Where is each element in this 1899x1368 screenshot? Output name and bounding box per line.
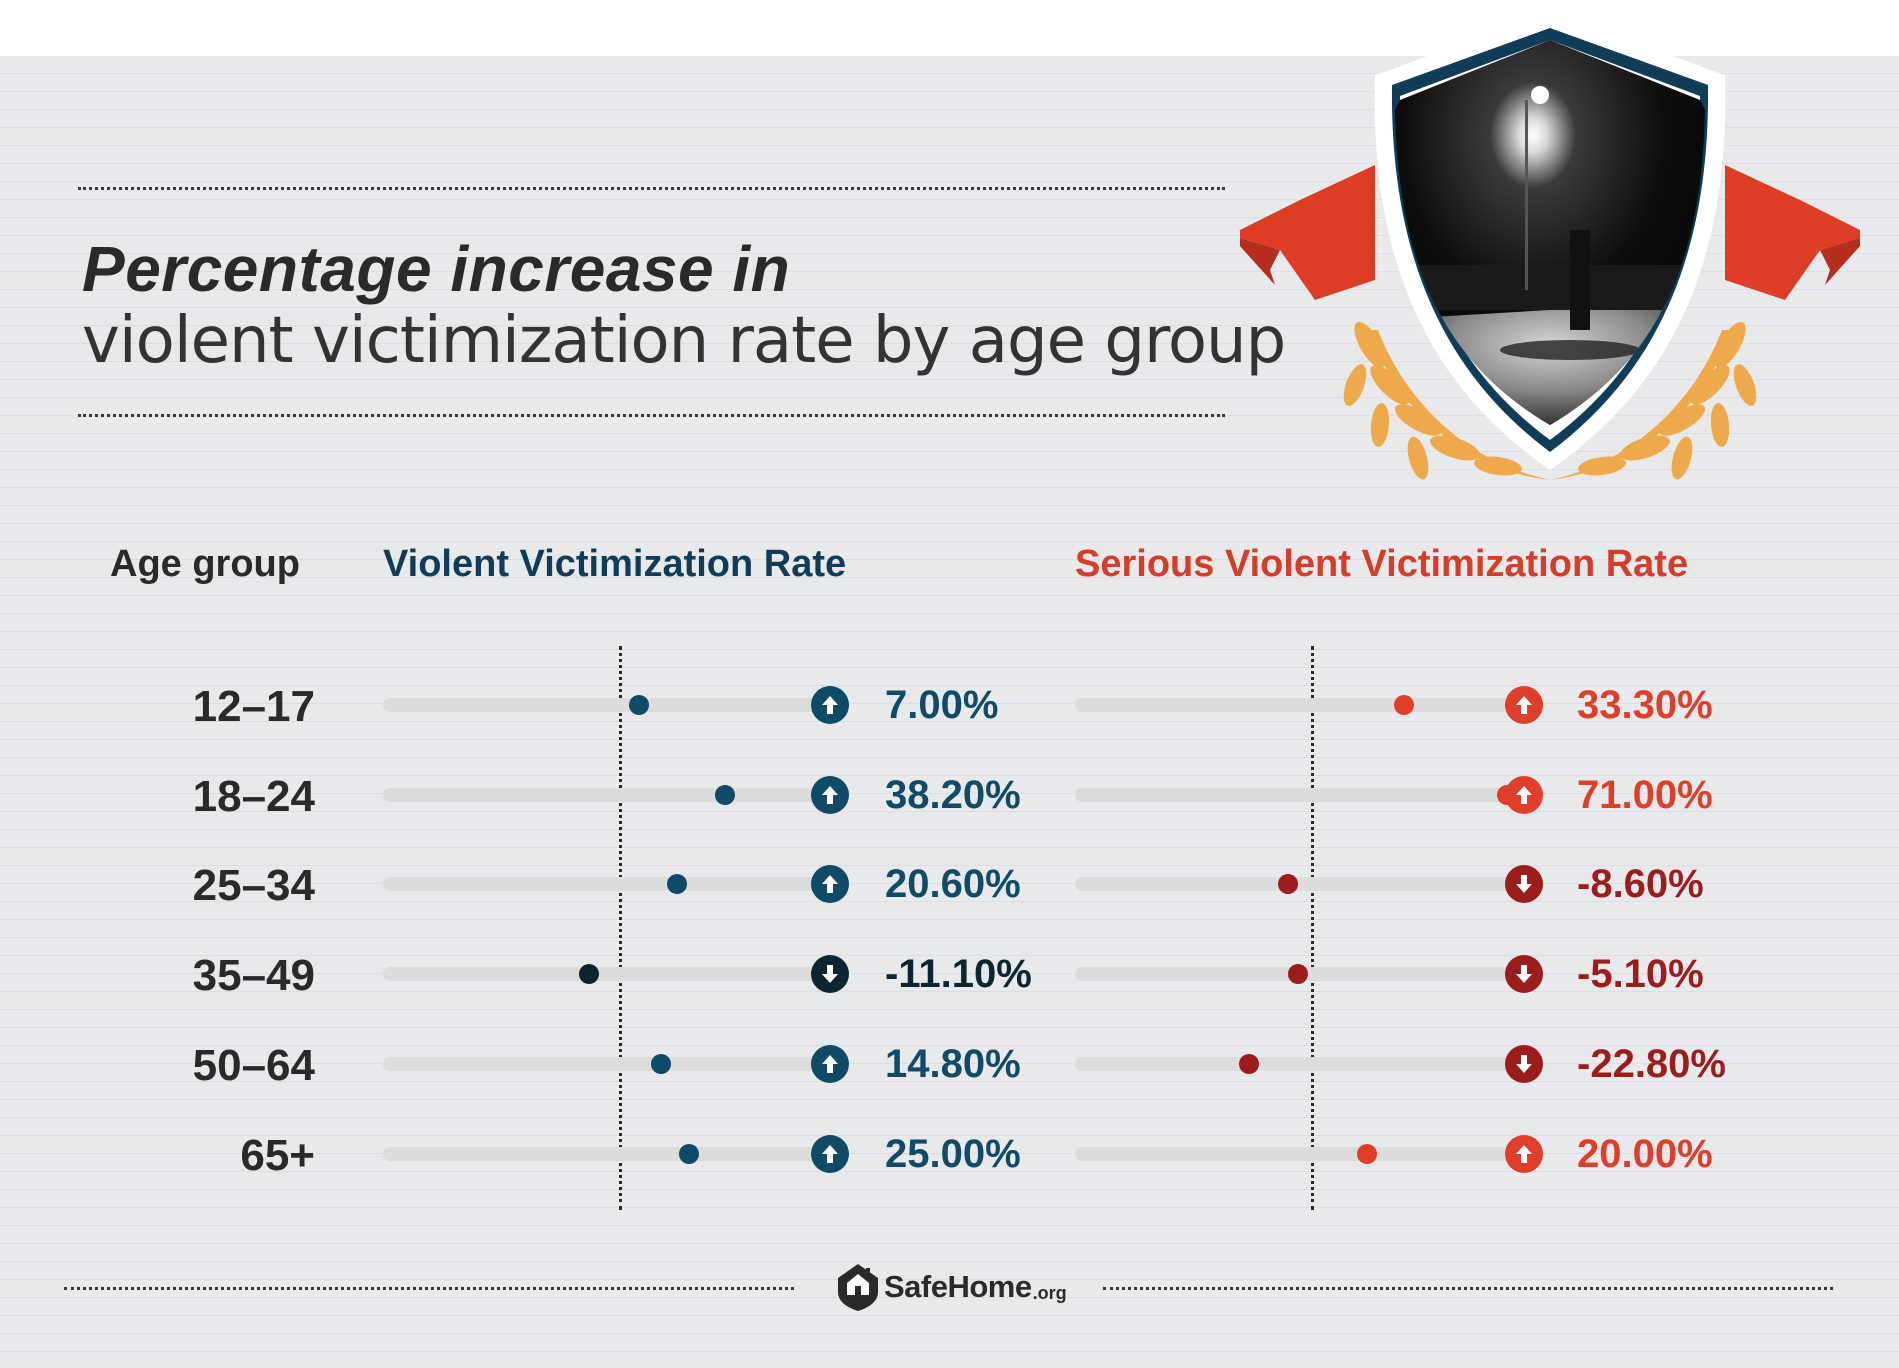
track-bar [1075,877,1530,891]
arrow-up-icon [811,865,849,903]
footer-left-divider [64,1287,794,1290]
data-point [629,695,650,715]
data-label: -5.10% [1577,952,1704,996]
data-point [1393,695,1414,715]
data-point [1287,964,1308,984]
footer-right-divider [1103,1287,1833,1290]
arrow-up-icon [811,1045,849,1083]
data-label: 20.00% [1577,1132,1713,1176]
chart-title: Percentage increase in [82,233,791,305]
zero-baseline-serious [1311,646,1314,1210]
data-label: -8.60% [1577,862,1704,906]
track-bar [383,788,840,802]
arrow-up-icon [1505,776,1543,814]
data-point [579,964,600,984]
data-label: 71.00% [1577,773,1713,817]
arrow-up-icon [811,776,849,814]
age-label: 35–49 [192,951,315,1000]
ribbon-icon [1240,165,1860,300]
logo-suffix: .org [1032,1282,1067,1303]
laurel-icon [1343,321,1757,480]
age-label: 25–34 [192,861,315,910]
age-label: 18–24 [192,772,315,821]
track-bar [383,1147,840,1161]
track-bar [1075,1147,1530,1161]
arrow-down-icon [1505,865,1543,903]
header-violent-rate: Violent Victimization Rate [383,543,847,585]
data-label: 20.60% [885,862,1021,906]
data-point [666,874,687,894]
age-label: 65+ [240,1131,315,1180]
track-bar [1075,1057,1530,1071]
arrow-up-icon [1505,686,1543,724]
data-label: 14.80% [885,1042,1021,1086]
arrow-up-icon [811,1135,849,1173]
data-label: 25.00% [885,1132,1021,1176]
arrow-up-icon [1505,1135,1543,1173]
title-bottom-divider [78,414,1225,417]
data-label: 7.00% [885,683,999,727]
age-label: 50–64 [192,1041,315,1090]
data-label: 38.20% [885,773,1021,817]
data-label: -11.10% [885,952,1032,996]
track-bar [383,1057,840,1071]
data-point [1239,1054,1260,1074]
header-age-group: Age group [110,543,300,585]
track-bar [383,698,840,712]
data-point [1278,874,1299,894]
track-bar [383,877,840,891]
data-point [1357,1144,1377,1164]
arrow-down-icon [811,955,849,993]
track-bar [1075,788,1530,802]
arrow-down-icon [1505,955,1543,993]
arrow-up-icon [811,686,849,724]
data-point [650,1054,671,1074]
track-bar [383,967,840,981]
data-label: -22.80% [1577,1042,1726,1086]
title-top-divider [78,187,1225,190]
house-shield-icon [838,1264,878,1311]
shield-badge-illustration [1240,10,1860,480]
chart-subtitle: violent victimization rate by age group [82,304,1286,378]
arrow-down-icon [1505,1045,1543,1083]
age-label: 12–17 [192,682,315,731]
logo-name: SafeHome [884,1269,1032,1304]
zero-baseline-violent [619,646,622,1210]
safehome-logo: SafeHome .org [836,1262,1067,1312]
header-serious-rate: Serious Violent Victimization Rate [1075,543,1689,585]
track-bar [1075,698,1530,712]
data-point [715,785,736,805]
data-label: 33.30% [1577,683,1713,727]
data-point [678,1144,699,1164]
